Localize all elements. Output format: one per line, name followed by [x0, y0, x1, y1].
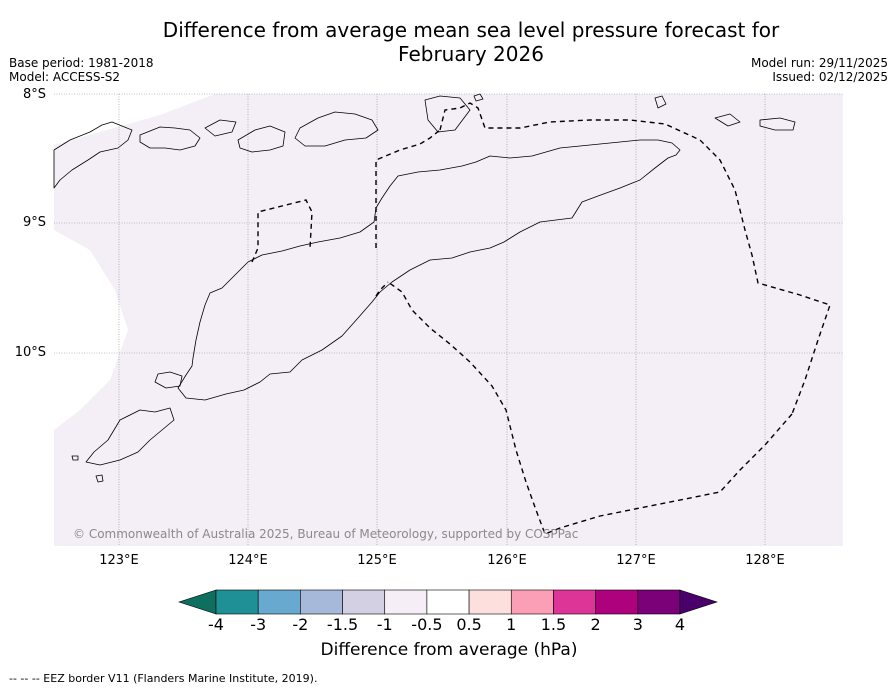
- colorbar-tick-label: 1: [506, 615, 517, 634]
- lomblen-island: [204, 119, 237, 137]
- colorbar-bin: [553, 589, 596, 615]
- islet-3: [759, 117, 796, 131]
- wetar-island: [424, 95, 471, 133]
- eez-border: [251, 102, 831, 535]
- lon-tick-123e: 123°E: [99, 553, 139, 568]
- copyright-notice: © Commonwealth of Australia 2025, Bureau…: [73, 527, 579, 541]
- lat-tick-9s: 9°S: [22, 215, 46, 230]
- colorbar-tick-label: -3: [250, 615, 267, 634]
- eez-west-link: [375, 129, 441, 248]
- eez-southwest: [375, 281, 389, 297]
- semau-island: [154, 371, 183, 389]
- colorbar-tick-label: -2: [292, 615, 309, 634]
- colorbar-bin: [595, 589, 639, 615]
- lon-tick-128e: 128°E: [745, 553, 785, 568]
- coastlines: [53, 93, 796, 483]
- colorbar-arrow-high: [679, 589, 718, 615]
- colorbar-bin: [468, 589, 512, 615]
- islet-2: [714, 113, 741, 127]
- islet-6: [71, 455, 79, 461]
- lon-tick-125e: 125°E: [357, 553, 397, 568]
- alor-island: [294, 111, 379, 147]
- unshaded-region-west: [54, 230, 128, 430]
- meta-right: Model run: 29/11/2025 Issued: 02/12/2025: [751, 56, 888, 84]
- colorbar: [178, 589, 718, 615]
- eez-oecusse: [251, 199, 313, 263]
- title-line-1: Difference from average mean sea level p…: [162, 18, 780, 42]
- colorbar-title: Difference from average (hPa): [320, 640, 578, 660]
- model-run: Model run: 29/11/2025: [750, 56, 888, 70]
- colorbar-tick-label: 3: [632, 615, 643, 634]
- lat-tick-8s: 8°S: [22, 87, 46, 102]
- lon-tick-126e: 126°E: [487, 553, 527, 568]
- lon-tick-127e: 127°E: [616, 553, 656, 568]
- colorbar-tick-label: -4: [208, 615, 224, 634]
- chart-title: Difference from average mean sea level p…: [0, 18, 896, 66]
- colorbar-tick-label: 2: [590, 615, 601, 634]
- colorbar-tick-label: 1.5: [540, 615, 567, 634]
- flores-east: [53, 121, 133, 189]
- colorbar-arrow-low: [178, 589, 217, 615]
- grid-lines: [54, 93, 843, 546]
- pantar-island: [237, 125, 286, 153]
- colorbar-bin: [426, 589, 470, 615]
- rote-island: [85, 407, 175, 466]
- colorbar-bin: [300, 589, 343, 615]
- colorbar-bin: [215, 589, 259, 615]
- colorbar-tick-label: 4: [674, 615, 686, 634]
- timor-island: [177, 139, 681, 401]
- map-fill: [54, 94, 843, 546]
- colorbar-bin: [257, 589, 301, 615]
- colorbar-bin: [637, 589, 681, 615]
- lon-tick-124e: 124°E: [228, 553, 268, 568]
- unshaded-region: [54, 94, 215, 145]
- islet-5: [95, 474, 104, 483]
- title-line-2: February 2026: [398, 42, 544, 66]
- lat-tick-10s: 10°S: [14, 345, 46, 360]
- islet-1: [654, 95, 667, 109]
- eez-footnote: -- -- -- EEZ border V11 (Flanders Marine…: [9, 672, 318, 685]
- colorbar-bin: [510, 589, 554, 615]
- colorbar-tick-label: -1: [376, 615, 393, 634]
- issued-date: Issued: 02/12/2025: [772, 70, 888, 84]
- base-period: Base period: 1981-2018: [9, 56, 154, 70]
- eez-north-timor: [439, 102, 831, 415]
- colorbar-bin: [384, 589, 428, 615]
- model-name: Model: ACCESS-S2: [9, 70, 121, 84]
- colorbar-tick-label: 0.5: [456, 615, 482, 634]
- islet-4: [473, 93, 484, 102]
- meta-left: Base period: 1981-2018 Model: ACCESS-S2: [9, 56, 154, 84]
- adonara-island: [139, 126, 201, 151]
- colorbar-tick-label: -1.5: [326, 615, 359, 634]
- colorbar-bin: [342, 589, 386, 615]
- colorbar-tick-label: -0.5: [411, 615, 443, 634]
